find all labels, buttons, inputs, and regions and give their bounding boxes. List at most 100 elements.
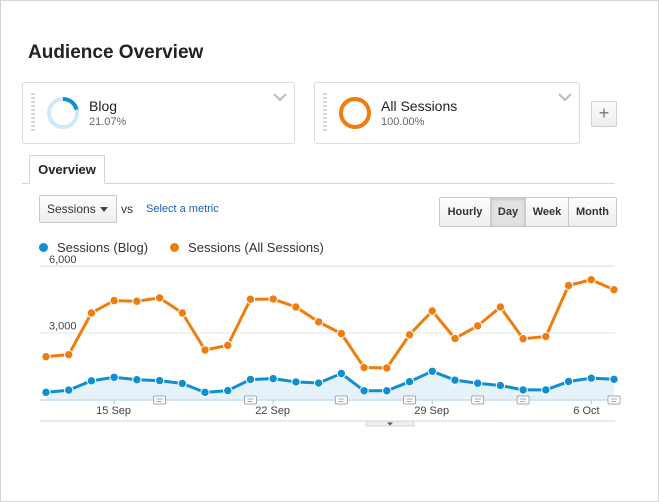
annotation-icon[interactable] <box>153 395 167 405</box>
annotation-icon[interactable] <box>334 395 348 405</box>
data-point-all-sessions[interactable] <box>472 321 483 331</box>
select-metric-link[interactable]: Select a metric <box>146 203 219 215</box>
data-point-all-sessions[interactable] <box>336 328 347 339</box>
legend-dot <box>170 243 180 252</box>
drag-handle-icon[interactable] <box>31 93 35 133</box>
data-point-all-sessions[interactable] <box>177 308 188 318</box>
annotation-icon[interactable] <box>607 395 621 405</box>
vs-label: vs <box>121 202 133 216</box>
segment-card-all-sessions[interactable]: All Sessions 100.00% <box>314 82 580 144</box>
month-button[interactable]: Month <box>568 198 616 226</box>
data-point-blog[interactable] <box>404 377 415 387</box>
chevron-down-icon[interactable] <box>272 91 288 103</box>
tab-overview[interactable]: Overview <box>29 155 105 184</box>
data-point-blog[interactable] <box>109 372 119 382</box>
segment-percent: 21.07% <box>89 116 127 128</box>
granularity-toggle: Hourly Day Week Month <box>439 197 617 227</box>
data-point-blog[interactable] <box>609 374 619 384</box>
data-point-all-sessions[interactable] <box>563 280 574 291</box>
data-point-all-sessions[interactable] <box>245 294 256 304</box>
data-point-all-sessions[interactable] <box>268 294 278 304</box>
legend-dot <box>39 243 48 252</box>
x-tick-label: 29 Sep <box>414 405 449 417</box>
annotation-icon[interactable] <box>471 395 485 405</box>
data-point-blog[interactable] <box>336 368 347 379</box>
data-point-all-sessions[interactable] <box>404 330 415 340</box>
data-point-all-sessions[interactable] <box>382 363 392 373</box>
data-point-blog[interactable] <box>495 380 506 391</box>
annotation-icon[interactable] <box>516 395 530 405</box>
data-point-blog[interactable] <box>41 387 51 398</box>
metric-select-value: Sessions <box>47 202 96 216</box>
add-segment-button[interactable]: + <box>591 101 617 127</box>
data-point-all-sessions[interactable] <box>200 345 210 355</box>
data-point-all-sessions[interactable] <box>41 351 51 362</box>
data-point-all-sessions[interactable] <box>518 334 528 344</box>
metric-select[interactable]: Sessions <box>39 195 117 223</box>
data-point-blog[interactable] <box>563 376 574 387</box>
data-point-blog[interactable] <box>223 385 233 396</box>
legend-item-all-sessions[interactable]: Sessions (All Sessions) <box>170 240 324 255</box>
data-point-blog[interactable] <box>291 377 301 387</box>
data-point-all-sessions[interactable] <box>609 285 619 295</box>
data-point-blog[interactable] <box>472 378 483 388</box>
segment-card-blog[interactable]: Blog 21.07% <box>22 82 295 144</box>
annotation-icon[interactable] <box>403 395 417 405</box>
data-point-all-sessions[interactable] <box>223 340 233 351</box>
data-point-all-sessions[interactable] <box>132 296 142 306</box>
data-point-blog[interactable] <box>427 366 437 376</box>
segment-name: All Sessions <box>381 98 458 114</box>
data-point-all-sessions[interactable] <box>313 317 324 327</box>
caret-down-icon <box>387 422 393 426</box>
data-point-blog[interactable] <box>64 385 74 395</box>
data-point-all-sessions[interactable] <box>359 362 369 373</box>
data-point-all-sessions[interactable] <box>541 331 551 342</box>
legend-item-blog[interactable]: Sessions (Blog) <box>39 240 148 255</box>
chart-legend: Sessions (Blog) Sessions (All Sessions) <box>39 240 346 255</box>
legend-label: Sessions (All Sessions) <box>188 240 324 255</box>
data-point-all-sessions[interactable] <box>109 295 119 306</box>
data-point-all-sessions[interactable] <box>450 333 460 344</box>
chevron-down-icon[interactable] <box>557 91 573 103</box>
data-point-blog[interactable] <box>518 385 528 395</box>
segment-name: Blog <box>89 98 118 114</box>
day-button[interactable]: Day <box>490 198 525 226</box>
annotation-icon[interactable] <box>243 395 257 405</box>
tab-divider <box>22 183 615 184</box>
data-point-blog[interactable] <box>132 375 142 385</box>
week-button[interactable]: Week <box>525 198 568 226</box>
data-point-blog[interactable] <box>245 374 256 385</box>
data-point-blog[interactable] <box>541 385 551 395</box>
data-point-all-sessions[interactable] <box>64 349 74 360</box>
caret-down-icon <box>100 207 108 212</box>
data-point-blog[interactable] <box>200 387 210 398</box>
data-point-blog[interactable] <box>313 378 324 388</box>
x-tick-label: 6 Oct <box>573 405 599 417</box>
legend-label: Sessions (Blog) <box>57 240 149 255</box>
data-point-all-sessions[interactable] <box>495 302 506 312</box>
x-tick-label: 22 Sep <box>255 405 290 417</box>
donut-all-sessions-icon <box>339 97 371 129</box>
data-point-all-sessions[interactable] <box>291 302 301 312</box>
segment-percent: 100.00% <box>381 116 425 128</box>
data-point-blog[interactable] <box>359 386 369 396</box>
data-point-blog[interactable] <box>586 373 596 383</box>
series-area-blog <box>46 371 614 399</box>
data-point-blog[interactable] <box>382 386 392 396</box>
data-point-blog[interactable] <box>450 375 460 385</box>
drag-handle-icon[interactable] <box>323 93 327 133</box>
data-point-blog[interactable] <box>268 373 278 384</box>
y-tick-label: 3,000 <box>49 321 77 333</box>
data-point-blog[interactable] <box>86 376 97 386</box>
data-point-blog[interactable] <box>177 378 188 389</box>
data-point-all-sessions[interactable] <box>586 275 596 285</box>
data-point-all-sessions[interactable] <box>154 293 165 303</box>
data-point-all-sessions[interactable] <box>86 308 97 318</box>
hourly-button[interactable]: Hourly <box>440 198 490 226</box>
x-tick-label: 15 Sep <box>96 405 131 417</box>
data-point-blog[interactable] <box>154 375 165 386</box>
donut-blog-icon <box>47 97 79 129</box>
y-tick-label: 6,000 <box>49 254 77 266</box>
data-point-all-sessions[interactable] <box>427 306 437 316</box>
